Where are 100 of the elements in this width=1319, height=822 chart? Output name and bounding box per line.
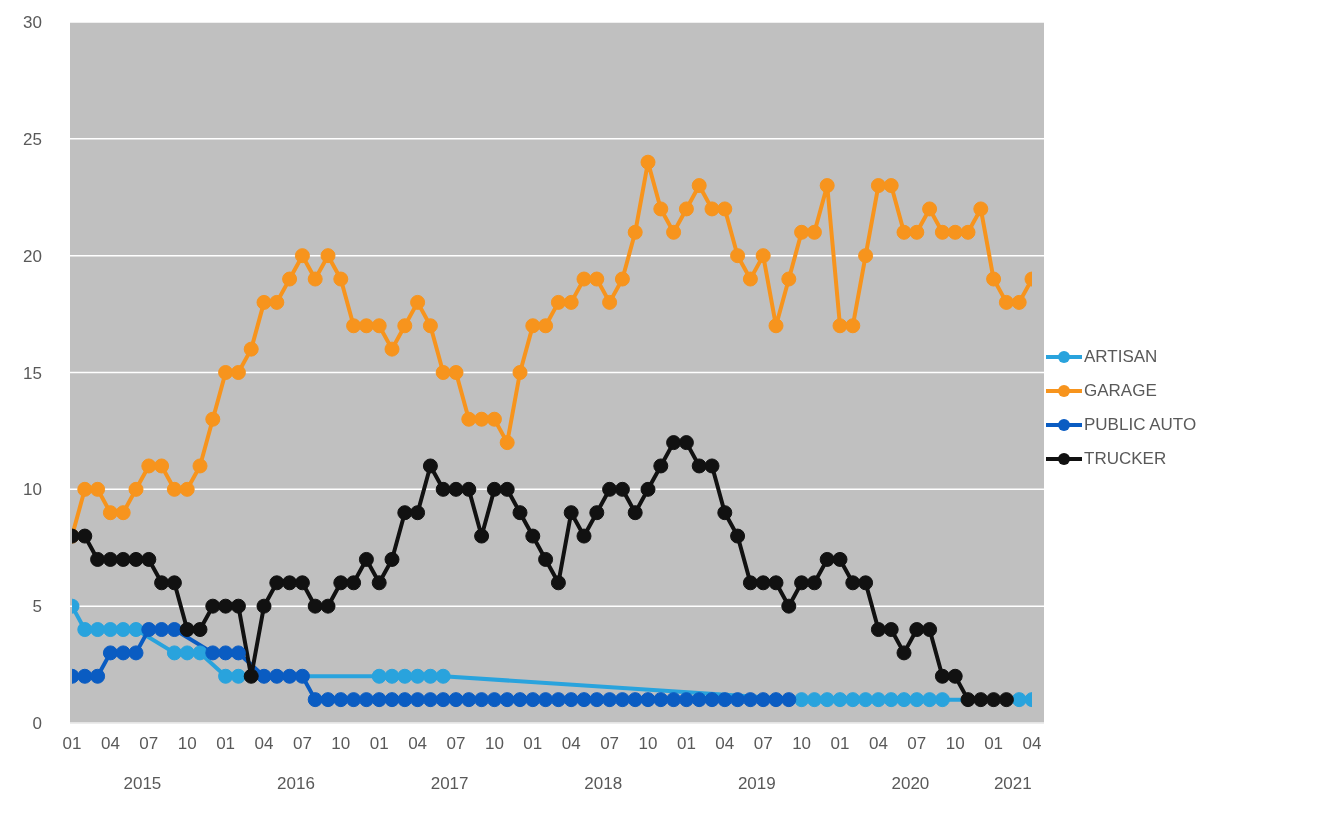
text: 2020 — [891, 774, 930, 794]
point — [384, 692, 400, 708]
point — [218, 645, 234, 661]
point — [486, 692, 502, 708]
point — [461, 692, 477, 708]
point — [346, 692, 362, 708]
point — [307, 692, 323, 708]
point — [627, 692, 643, 708]
x-tick-label: 07 — [139, 734, 159, 754]
x-tick-label: 10 — [331, 734, 351, 754]
x-tick-label: 01 — [830, 734, 850, 754]
point — [115, 645, 131, 661]
x-tick-label: 04 — [868, 734, 888, 754]
point — [230, 645, 246, 661]
y-tick-label: 15 — [23, 363, 42, 383]
point — [422, 692, 438, 708]
point — [192, 645, 208, 661]
point — [371, 692, 387, 708]
x-tick-label: 10 — [638, 734, 658, 754]
point — [870, 692, 886, 708]
point — [691, 692, 707, 708]
x-tick-label: 07 — [907, 734, 927, 754]
point — [550, 692, 566, 708]
point — [294, 668, 310, 684]
x-tick-label: 04 — [100, 734, 120, 754]
text: 2016 — [277, 774, 315, 794]
point — [858, 692, 874, 708]
point — [90, 622, 106, 638]
point — [333, 692, 349, 708]
x-tick-label: 04 — [254, 734, 274, 754]
text: 2021 — [993, 774, 1032, 794]
point — [90, 668, 106, 684]
point — [230, 668, 246, 684]
point — [128, 645, 144, 661]
x-tick-label: 04 — [561, 734, 581, 754]
x-tick-label: 01 — [523, 734, 543, 754]
text: 2017 — [430, 774, 469, 794]
point — [435, 668, 451, 684]
text: 2015 — [123, 774, 162, 794]
x-tick-label: 10 — [177, 734, 197, 754]
point — [269, 668, 285, 684]
point — [154, 622, 170, 638]
point — [166, 645, 182, 661]
legend-label: ARTISAN — [1084, 347, 1158, 367]
point — [358, 692, 374, 708]
point — [422, 668, 438, 684]
point — [653, 692, 669, 708]
x-tick-label: 01 — [216, 734, 236, 754]
point — [525, 692, 541, 708]
point — [179, 645, 195, 661]
x-tick-label: 07 — [753, 734, 773, 754]
point — [474, 692, 490, 708]
x-tick-label: 01 — [676, 734, 696, 754]
x-tick-label: 07 — [600, 734, 620, 754]
point — [589, 692, 605, 708]
point — [781, 692, 797, 708]
point — [435, 692, 451, 708]
point — [320, 692, 336, 708]
point — [576, 692, 592, 708]
x-tick-label: 10 — [484, 734, 504, 754]
point — [102, 645, 118, 661]
x-tick-label: 07 — [292, 734, 312, 754]
point — [704, 692, 720, 708]
point — [166, 622, 182, 638]
point — [602, 692, 618, 708]
x-tick-label: 04 — [408, 734, 428, 754]
point — [883, 692, 899, 708]
y-tick-label: 5 — [32, 597, 42, 617]
point — [512, 692, 528, 708]
point — [448, 692, 464, 708]
point — [934, 692, 950, 708]
point — [371, 668, 387, 684]
point — [845, 692, 861, 708]
point — [77, 668, 93, 684]
point — [128, 622, 144, 638]
point — [410, 692, 426, 708]
point — [384, 668, 400, 684]
y-tick-label: 0 — [32, 714, 42, 734]
point — [806, 692, 822, 708]
text: 2018 — [584, 774, 623, 794]
point — [102, 622, 118, 638]
point — [538, 692, 554, 708]
point — [218, 668, 234, 684]
point — [666, 692, 682, 708]
point — [205, 645, 221, 661]
x-tick-label: 01 — [984, 734, 1004, 754]
x-tick-label: 04 — [715, 734, 735, 754]
point — [115, 622, 131, 638]
point — [755, 692, 771, 708]
point — [742, 692, 758, 708]
point — [410, 668, 426, 684]
point — [499, 692, 515, 708]
y-tick-label: 10 — [23, 480, 42, 500]
x-tick-label: 10 — [945, 734, 965, 754]
point — [640, 692, 656, 708]
point — [832, 692, 848, 708]
legend-label: TRUCKER — [1084, 449, 1167, 469]
point — [563, 692, 579, 708]
point — [614, 692, 630, 708]
point — [397, 668, 413, 684]
